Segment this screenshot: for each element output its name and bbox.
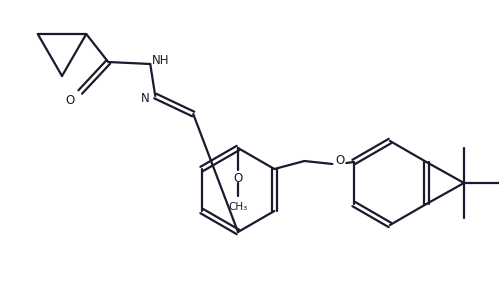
- Text: N: N: [141, 92, 150, 105]
- Text: O: O: [234, 173, 243, 185]
- Text: O: O: [66, 94, 75, 107]
- Text: NH: NH: [152, 54, 169, 67]
- Text: O: O: [336, 154, 345, 168]
- Text: CH₃: CH₃: [229, 202, 248, 212]
